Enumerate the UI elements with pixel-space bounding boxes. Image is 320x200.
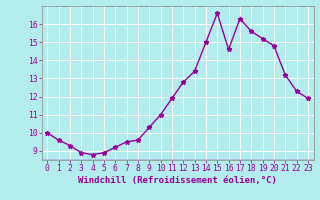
X-axis label: Windchill (Refroidissement éolien,°C): Windchill (Refroidissement éolien,°C) <box>78 176 277 185</box>
